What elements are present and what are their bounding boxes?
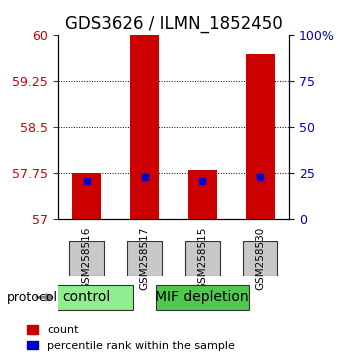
Text: GSM258515: GSM258515 [197,227,207,290]
FancyBboxPatch shape [185,241,220,276]
Bar [246,54,275,219]
FancyBboxPatch shape [40,285,133,310]
FancyBboxPatch shape [243,241,277,276]
Bar [72,173,101,219]
Title: GDS3626 / ILMN_1852450: GDS3626 / ILMN_1852450 [65,15,282,33]
FancyBboxPatch shape [156,285,249,310]
Text: MIF depletion: MIF depletion [155,290,249,304]
Bar [130,35,159,219]
Text: GSM258530: GSM258530 [255,227,265,290]
Text: control: control [63,290,111,304]
FancyBboxPatch shape [69,241,104,276]
Legend: count, percentile rank within the sample: count, percentile rank within the sample [22,321,239,354]
Text: GSM258516: GSM258516 [82,227,92,290]
FancyBboxPatch shape [127,241,162,276]
Bar [188,170,217,219]
Text: protocol: protocol [7,291,58,304]
Text: GSM258517: GSM258517 [139,227,150,290]
